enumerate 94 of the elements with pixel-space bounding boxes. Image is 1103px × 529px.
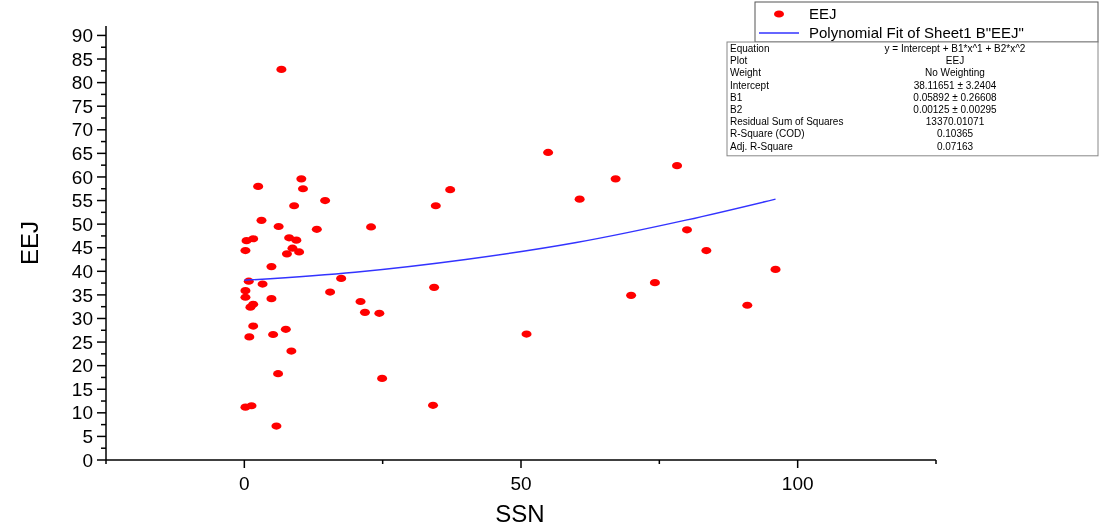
annotation: y = Intercept + B1*x^1 + B2*x^2 bbox=[884, 43, 1026, 54]
point bbox=[377, 374, 388, 382]
y-tick-label: 80 bbox=[71, 72, 93, 94]
point bbox=[428, 401, 439, 409]
annotation: B1 bbox=[730, 91, 743, 103]
y-axis-title: EEJ bbox=[16, 220, 43, 266]
annotation: 13370.01071 bbox=[925, 116, 985, 128]
point bbox=[289, 202, 300, 210]
point bbox=[253, 182, 264, 190]
y-tick-label: 50 bbox=[71, 213, 93, 235]
point bbox=[241, 237, 252, 245]
text: 0.10365 bbox=[936, 128, 974, 140]
x-axis-title: SSN bbox=[495, 500, 545, 527]
y-tick-label: 45 bbox=[71, 237, 93, 259]
y-tick-label: 5 bbox=[82, 426, 93, 448]
y-tick-label: 25 bbox=[71, 331, 93, 353]
annotation: 0.05892 ± 0.26608 bbox=[913, 91, 998, 103]
point bbox=[336, 274, 347, 282]
point bbox=[256, 216, 267, 224]
point bbox=[701, 246, 712, 255]
annotation: 38.11651 ± 3.2404 bbox=[913, 79, 997, 91]
y-tick-label: 15 bbox=[71, 378, 93, 400]
point bbox=[429, 283, 440, 291]
y-tick-label: 0 bbox=[82, 449, 93, 471]
point bbox=[268, 330, 279, 339]
y-tick-label: 10 bbox=[71, 402, 93, 424]
point bbox=[770, 265, 781, 274]
y-tick-label: 35 bbox=[71, 284, 93, 306]
point bbox=[240, 287, 251, 295]
annotation: B2 bbox=[730, 104, 743, 115]
point bbox=[284, 234, 295, 242]
point bbox=[610, 175, 621, 183]
x-tick-label: 100 bbox=[781, 473, 814, 494]
annotation: No Weighting bbox=[925, 67, 985, 79]
point bbox=[266, 295, 277, 303]
point bbox=[649, 279, 660, 287]
y-tick-label: 20 bbox=[71, 355, 93, 377]
annotation: Residual Sum of Squares bbox=[730, 116, 844, 128]
point bbox=[359, 308, 370, 316]
y-tick-label: 40 bbox=[71, 260, 93, 282]
point bbox=[273, 370, 284, 378]
legend-label: EEJ bbox=[809, 5, 837, 23]
point bbox=[291, 236, 302, 244]
annotation: Intercept bbox=[730, 79, 770, 91]
y-tick-label: 60 bbox=[71, 166, 93, 188]
point bbox=[273, 222, 284, 231]
annotation: R-Square (COD) bbox=[730, 128, 805, 140]
y-tick-label: 65 bbox=[71, 143, 93, 165]
point bbox=[355, 297, 366, 306]
point bbox=[281, 250, 292, 258]
point bbox=[682, 226, 692, 234]
y-tick-label: 75 bbox=[71, 95, 93, 117]
point bbox=[240, 293, 251, 301]
point bbox=[296, 175, 307, 183]
x-tick-label: 50 bbox=[510, 473, 532, 494]
point bbox=[742, 301, 753, 309]
text: 0.07163 bbox=[936, 140, 974, 152]
point bbox=[266, 262, 277, 271]
point bbox=[280, 325, 291, 333]
point bbox=[286, 347, 297, 355]
y-tick-label: 70 bbox=[71, 119, 93, 141]
point bbox=[297, 185, 308, 193]
annotation: Plot bbox=[730, 55, 748, 67]
point bbox=[276, 65, 287, 73]
text: EEJ bbox=[945, 55, 965, 67]
annotation: 0.00125 ± 0.00295 bbox=[913, 104, 998, 115]
point bbox=[320, 196, 331, 205]
point bbox=[626, 291, 637, 299]
annotation: Weight bbox=[730, 67, 762, 79]
point bbox=[244, 333, 255, 341]
y-tick-label: 90 bbox=[71, 25, 93, 47]
point bbox=[445, 186, 456, 194]
x-tick-label: 0 bbox=[239, 473, 250, 494]
point bbox=[574, 195, 585, 203]
legend-label: Polynomial Fit of Sheet1 B"EEJ" bbox=[809, 24, 1024, 42]
point bbox=[311, 225, 322, 233]
point bbox=[543, 148, 554, 157]
point bbox=[271, 422, 282, 430]
point bbox=[257, 280, 268, 288]
annotation: Equation bbox=[730, 43, 770, 54]
point bbox=[240, 246, 251, 255]
y-tick-label: 30 bbox=[71, 308, 93, 330]
point bbox=[366, 223, 377, 231]
point bbox=[294, 248, 305, 256]
annotation: Adj. R-Square bbox=[730, 140, 794, 152]
y-tick-label: 85 bbox=[71, 48, 93, 70]
point bbox=[246, 402, 257, 410]
y-tick-label: 55 bbox=[71, 190, 93, 212]
point bbox=[374, 309, 385, 317]
point bbox=[521, 330, 532, 338]
point bbox=[325, 288, 336, 296]
point bbox=[672, 162, 683, 170]
point bbox=[430, 202, 441, 210]
point bbox=[248, 322, 259, 330]
